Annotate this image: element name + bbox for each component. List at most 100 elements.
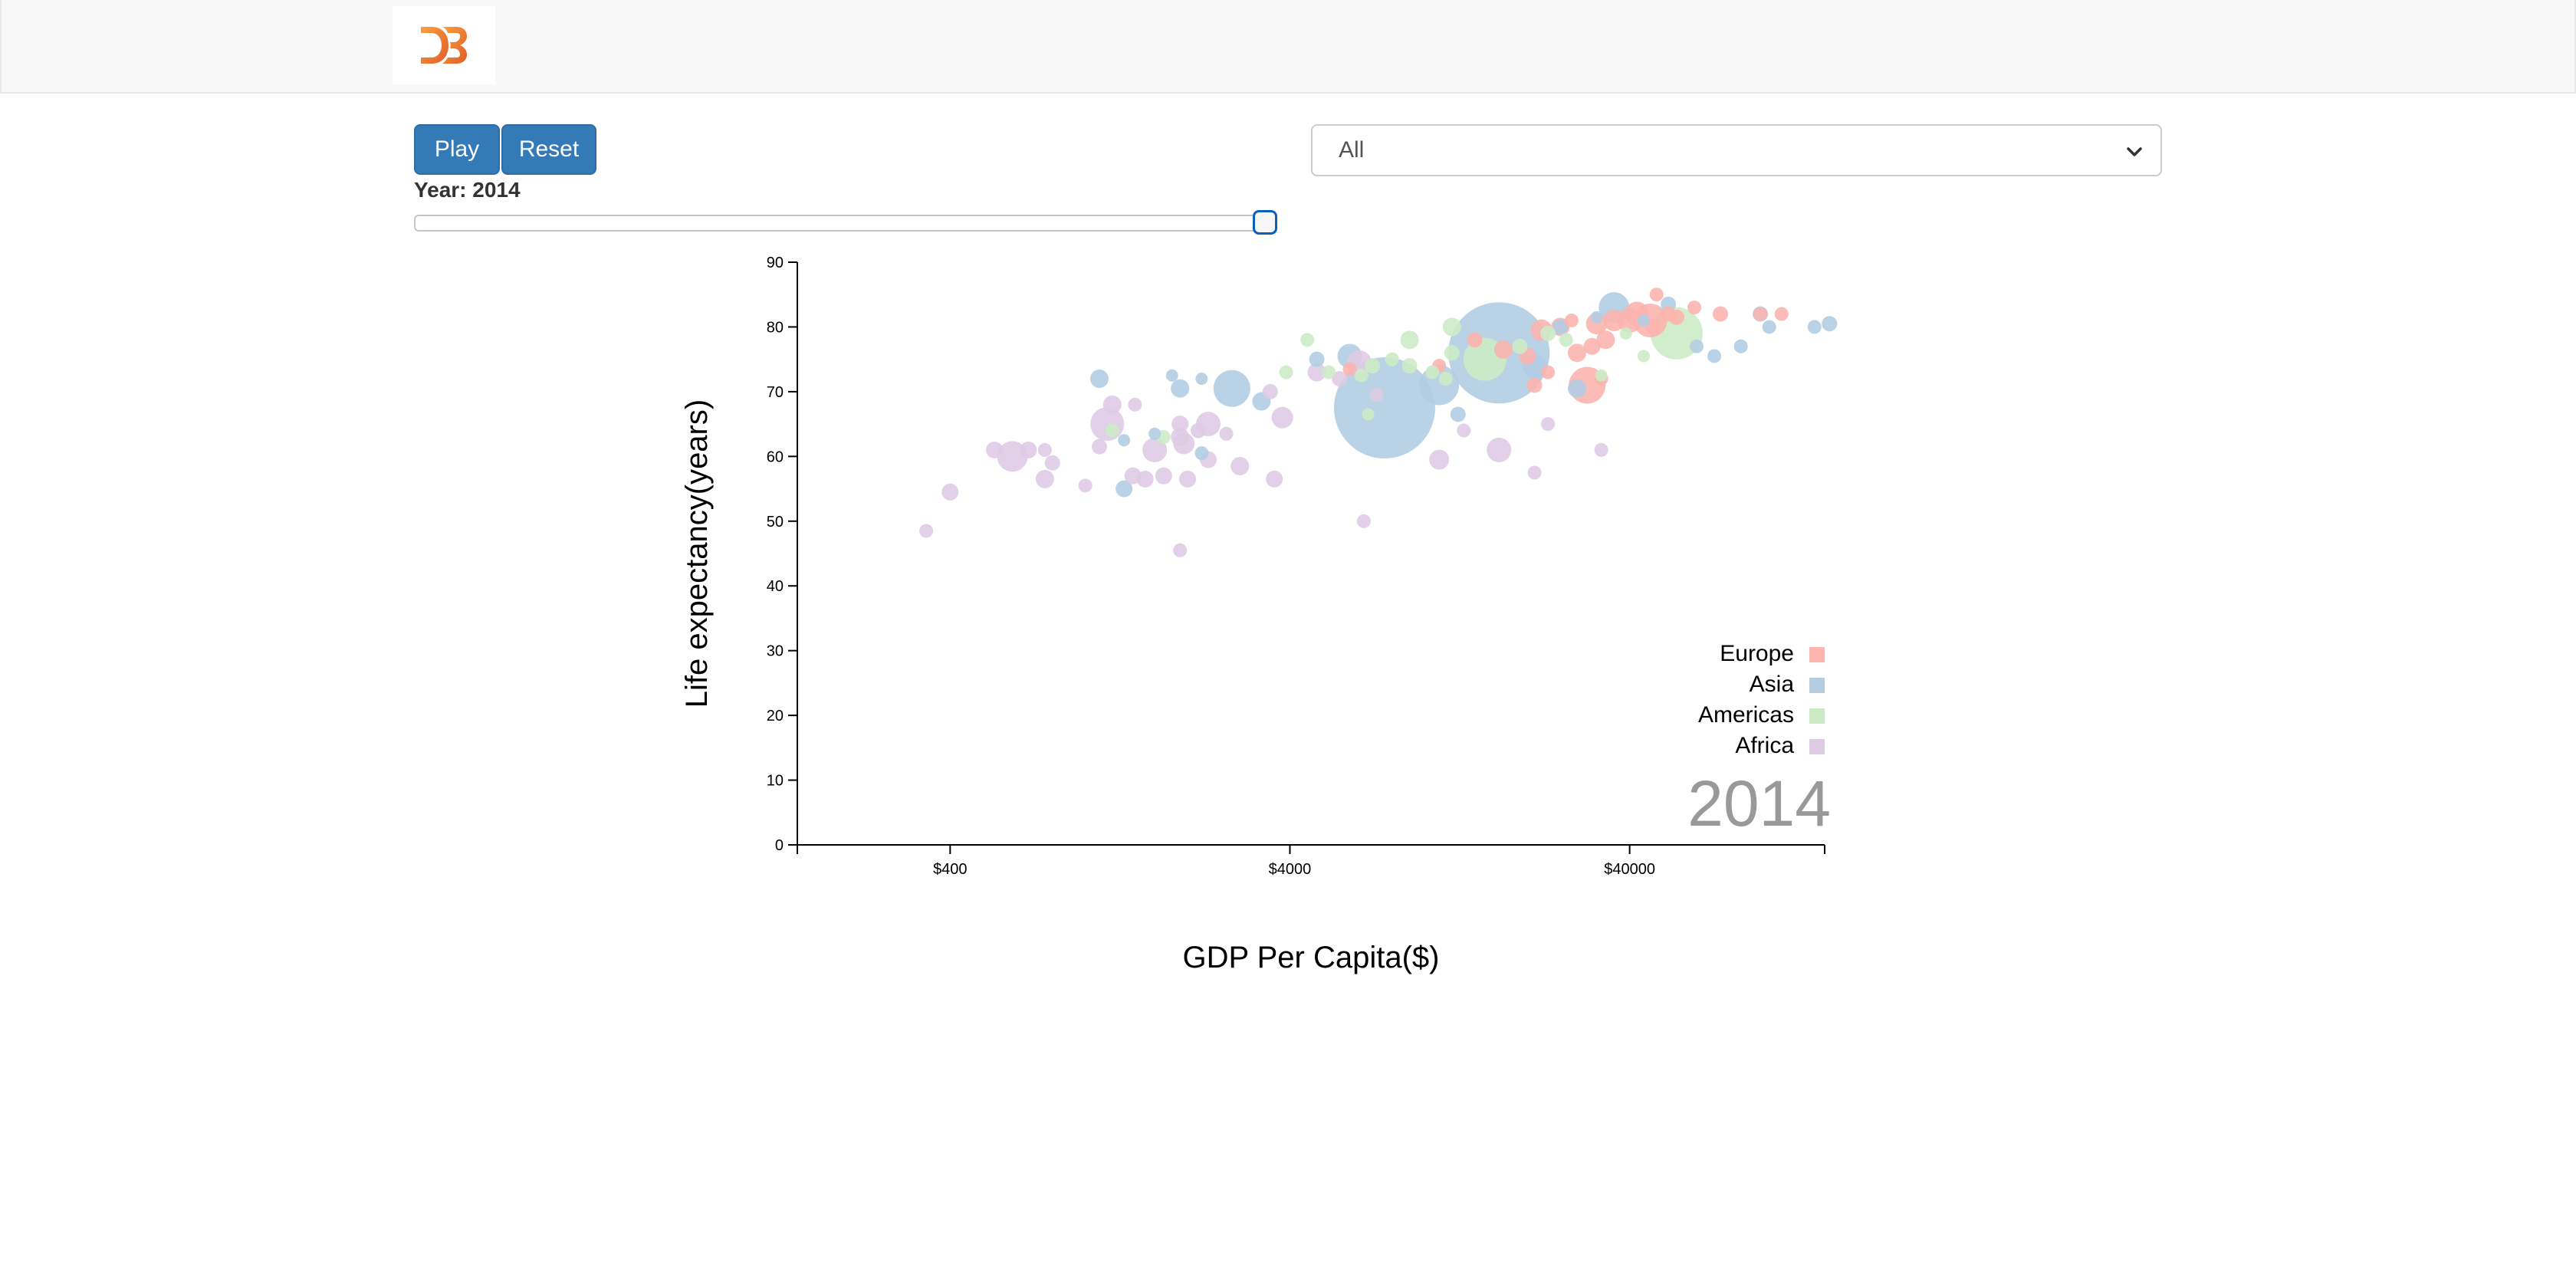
navbar <box>0 0 2576 94</box>
data-point-africa <box>1171 428 1190 446</box>
data-point-asia <box>1194 446 1209 461</box>
d3-logo-icon <box>421 27 467 64</box>
data-point-africa <box>1219 426 1234 441</box>
data-point-africa <box>1429 449 1450 470</box>
legend-swatch-americas <box>1809 708 1825 724</box>
legend-label-europe: Europe <box>1720 641 1794 666</box>
data-point-asia <box>1148 427 1162 440</box>
data-point-asia <box>1637 314 1650 327</box>
data-point-europe <box>1753 307 1768 321</box>
legend-label-americas: Americas <box>1698 702 1794 728</box>
data-point-europe <box>1596 330 1615 350</box>
x-axis-label: GDP Per Capita($) <box>1183 941 1440 974</box>
y-tick-label: 20 <box>767 708 784 724</box>
data-point-americas <box>1559 333 1573 347</box>
data-point-africa <box>1102 395 1122 414</box>
data-point-asia <box>1822 316 1838 332</box>
year-watermark: 2014 <box>1687 767 1831 840</box>
data-point-americas <box>1365 358 1381 374</box>
reset-button[interactable]: Reset <box>501 124 596 175</box>
data-point-europe <box>1583 337 1601 355</box>
data-point-africa <box>1035 469 1054 488</box>
continent-select[interactable]: All <box>1311 124 2162 176</box>
play-button[interactable]: Play <box>414 124 500 175</box>
x-tick-label: $4000 <box>1269 861 1312 878</box>
data-point-africa <box>1171 416 1189 433</box>
data-point-americas <box>1385 352 1399 366</box>
data-point-americas <box>1321 365 1336 380</box>
data-point-asia <box>1707 349 1722 363</box>
data-point-africa <box>1527 465 1542 480</box>
data-point-asia <box>1733 339 1748 353</box>
data-point-americas <box>1105 423 1119 438</box>
legend-swatch-asia <box>1809 678 1825 693</box>
y-tick-label: 70 <box>767 384 784 401</box>
data-point-asia <box>1165 369 1178 382</box>
data-point-europe <box>1668 309 1684 325</box>
data-point-americas <box>1512 338 1528 354</box>
data-point-africa <box>1266 470 1283 488</box>
data-point-americas <box>1354 368 1368 383</box>
data-point-africa <box>1044 455 1060 471</box>
year-label-value: 2014 <box>472 178 521 202</box>
data-point-americas <box>1362 408 1375 421</box>
x-tick-label: $400 <box>933 861 968 878</box>
data-point-europe <box>1713 306 1729 322</box>
legend-label-asia: Asia <box>1750 672 1795 697</box>
data-point-europe <box>1603 310 1625 331</box>
chart-axes: 0 10 20 30 40 50 60 70 80 90 $400 $4000 $40000 <box>767 255 1825 878</box>
data-point-asia <box>1450 406 1466 422</box>
y-tick-label: 40 <box>767 578 784 595</box>
data-point-africa <box>1356 514 1371 528</box>
data-point-africa <box>1487 437 1512 462</box>
data-point-asia <box>1333 357 1435 458</box>
continent-select-value: All <box>1339 137 1365 163</box>
y-tick-label: 30 <box>767 643 784 660</box>
data-point-asia <box>1309 351 1325 367</box>
data-point-europe <box>1493 340 1513 359</box>
data-point-europe <box>1687 301 1701 315</box>
year-label: Year: 2014 <box>414 178 521 202</box>
data-point-europe <box>1342 362 1357 376</box>
data-point-asia <box>1118 434 1131 447</box>
data-point-africa <box>986 441 1004 458</box>
d3-logo[interactable] <box>393 6 495 84</box>
data-point-americas <box>1595 369 1608 382</box>
data-point-africa <box>1541 417 1556 432</box>
data-point-africa <box>919 524 934 538</box>
data-point-africa <box>1173 543 1188 557</box>
data-point-asia <box>1762 320 1776 334</box>
data-point-americas <box>1619 327 1632 340</box>
year-label-prefix: Year: <box>414 178 467 202</box>
y-tick-label: 80 <box>767 319 784 336</box>
data-point-asia <box>1171 379 1190 398</box>
data-point-americas <box>1425 365 1440 380</box>
data-point-americas <box>1300 333 1315 347</box>
y-tick-label: 90 <box>767 255 784 271</box>
data-point-africa <box>1332 371 1348 386</box>
data-point-africa <box>997 441 1028 472</box>
data-point-americas <box>1438 372 1453 386</box>
data-point-europe <box>1526 377 1543 393</box>
chart-legend: Europe Asia Americas Africa <box>1698 641 1825 758</box>
data-point-africa <box>1230 457 1250 475</box>
y-tick-label: 60 <box>767 449 784 465</box>
y-tick-label: 10 <box>767 773 784 790</box>
data-point-africa <box>1092 439 1108 455</box>
y-tick-label: 0 <box>775 837 784 854</box>
data-point-asia <box>1195 373 1208 385</box>
data-point-africa <box>1124 467 1142 485</box>
year-slider-handle[interactable] <box>1253 210 1277 235</box>
data-point-americas <box>1401 358 1418 374</box>
data-point-africa <box>1037 442 1052 457</box>
data-point-asia <box>1567 379 1586 398</box>
data-point-europe <box>1541 365 1556 380</box>
data-point-africa <box>1179 470 1197 488</box>
data-point-africa <box>1155 467 1172 485</box>
data-point-americas <box>1637 350 1650 363</box>
data-point-africa <box>1262 383 1278 399</box>
data-point-asia <box>1116 480 1133 498</box>
data-point-africa <box>1078 478 1092 493</box>
data-point-americas <box>1444 345 1460 361</box>
